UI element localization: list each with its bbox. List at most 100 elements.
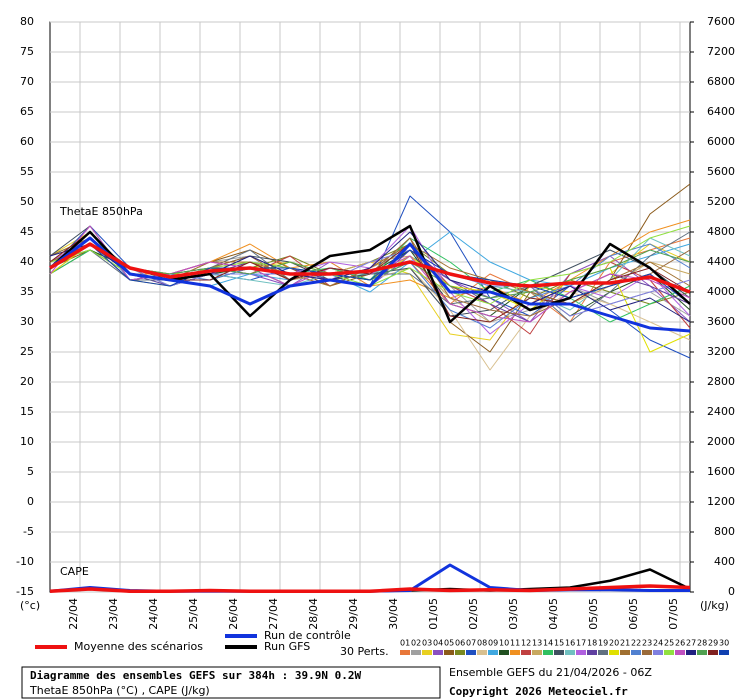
x-tick-label: 24/04 [147, 598, 160, 630]
perts-label: 30 Perts. [340, 645, 389, 658]
thetae-line [49, 242, 691, 294]
y-tick-label: -15 [16, 585, 34, 598]
x-tick-label: 26/04 [227, 598, 240, 630]
legend-swatch [444, 650, 454, 655]
y2-tick-label: 3600 [707, 315, 735, 328]
y-tick-label: 55 [20, 165, 34, 178]
legend-label: 25 [664, 639, 674, 648]
x-tick-label: 01/05 [427, 598, 440, 630]
legend-label: 09 [488, 639, 498, 648]
y-tick-label: 70 [20, 75, 34, 88]
legend-swatch [609, 650, 619, 655]
legend-swatch [664, 650, 674, 655]
x-tick-label: 27/04 [267, 598, 280, 630]
y-tick-label: 0 [27, 495, 34, 508]
y2-tick-label: 400 [714, 555, 735, 568]
footer-title: Diagramme des ensembles GEFS sur 384h : … [30, 669, 362, 682]
y-axis-label: (°c) [20, 599, 40, 612]
legend-label: 24 [653, 639, 663, 648]
legend-swatch [653, 650, 663, 655]
legend-label: 16 [565, 639, 575, 648]
legend-label: 03 [422, 639, 432, 648]
legend-label: 30 [719, 639, 729, 648]
y2-tick-label: 2800 [707, 375, 735, 388]
x-tick-label: 03/05 [507, 598, 520, 630]
legend-swatch [433, 650, 443, 655]
legend-label: 04 [433, 639, 443, 648]
x-tick-label: 06/05 [627, 598, 640, 630]
y-tick-label: 60 [20, 135, 34, 148]
y2-tick-label: 6000 [707, 135, 735, 148]
annotation: CAPE [60, 565, 89, 578]
legend-label: 21 [620, 639, 630, 648]
x-tick-label: 07/05 [667, 598, 680, 630]
y-tick-label: 15 [20, 405, 34, 418]
x-tick-label: 30/04 [387, 598, 400, 630]
y2-axis-label: (J/kg) [700, 599, 729, 612]
legend-label: 07 [466, 639, 476, 648]
legend-label: 05 [444, 639, 454, 648]
y-tick-label: -5 [23, 525, 34, 538]
legend-swatch [587, 650, 597, 655]
y-tick-label: 30 [20, 315, 34, 328]
legend-swatch [488, 650, 498, 655]
x-tick-label: 23/04 [107, 598, 120, 630]
perturbation-line [49, 237, 691, 317]
y-tick-label: 20 [20, 375, 34, 388]
legend-label: 11 [510, 639, 520, 648]
legend-swatch [686, 650, 696, 655]
legend-label: Moyenne des scénarios [74, 640, 203, 653]
legend-label: 10 [499, 639, 509, 648]
y2-tick-label: 4000 [707, 285, 735, 298]
legend-label: 08 [477, 639, 487, 648]
legend-swatch [642, 650, 652, 655]
footer-subtitle: ThetaE 850hPa (°C) , CAPE (J/kg) [29, 684, 210, 697]
perturbation-line [49, 243, 691, 305]
y-tick-label: -10 [16, 555, 34, 568]
y-tick-label: 10 [20, 435, 34, 448]
legend-label: 02 [411, 639, 421, 648]
legend-swatch [422, 650, 432, 655]
legend-swatch [719, 650, 729, 655]
legend-swatch [631, 650, 641, 655]
legend-label: 01 [400, 639, 410, 648]
legend-swatch [499, 650, 509, 655]
legend-label: 20 [609, 639, 619, 648]
legend-label: 22 [631, 639, 641, 648]
legend-swatch [675, 650, 685, 655]
legend-swatch [477, 650, 487, 655]
x-tick-label: 04/05 [547, 598, 560, 630]
y2-tick-label: 7600 [707, 15, 735, 28]
y-tick-label: 65 [20, 105, 34, 118]
legend-label: 28 [697, 639, 707, 648]
x-tick-label: 05/05 [587, 598, 600, 630]
legend-label: 29 [708, 639, 718, 648]
legend-label: 06 [455, 639, 465, 648]
y-tick-label: 45 [20, 225, 34, 238]
thetae-line [49, 236, 691, 333]
x-tick-label: 28/04 [307, 598, 320, 630]
legend-swatch [543, 650, 553, 655]
y2-tick-label: 7200 [707, 45, 735, 58]
annotation: ThetaE 850hPa [59, 205, 143, 218]
legend-label: 19 [598, 639, 608, 648]
x-tick-label: 22/04 [67, 598, 80, 630]
x-tick-label: 02/05 [467, 598, 480, 630]
y2-tick-label: 6800 [707, 75, 735, 88]
y2-tick-label: 800 [714, 525, 735, 538]
legend-swatch [620, 650, 630, 655]
y-tick-label: 50 [20, 195, 34, 208]
legend-label: 27 [686, 639, 696, 648]
legend-swatch [400, 650, 410, 655]
legend-swatch [708, 650, 718, 655]
legend-swatch [411, 650, 421, 655]
cape-line [49, 584, 691, 593]
legend-label: 26 [675, 639, 685, 648]
y2-tick-label: 4800 [707, 225, 735, 238]
y2-tick-label: 4400 [707, 255, 735, 268]
x-tick-label: 25/04 [187, 598, 200, 630]
legend-swatch [455, 650, 465, 655]
y2-tick-label: 3200 [707, 345, 735, 358]
legend-swatch [576, 650, 586, 655]
footer-copyright: Copyright 2026 Meteociel.fr [449, 685, 628, 698]
